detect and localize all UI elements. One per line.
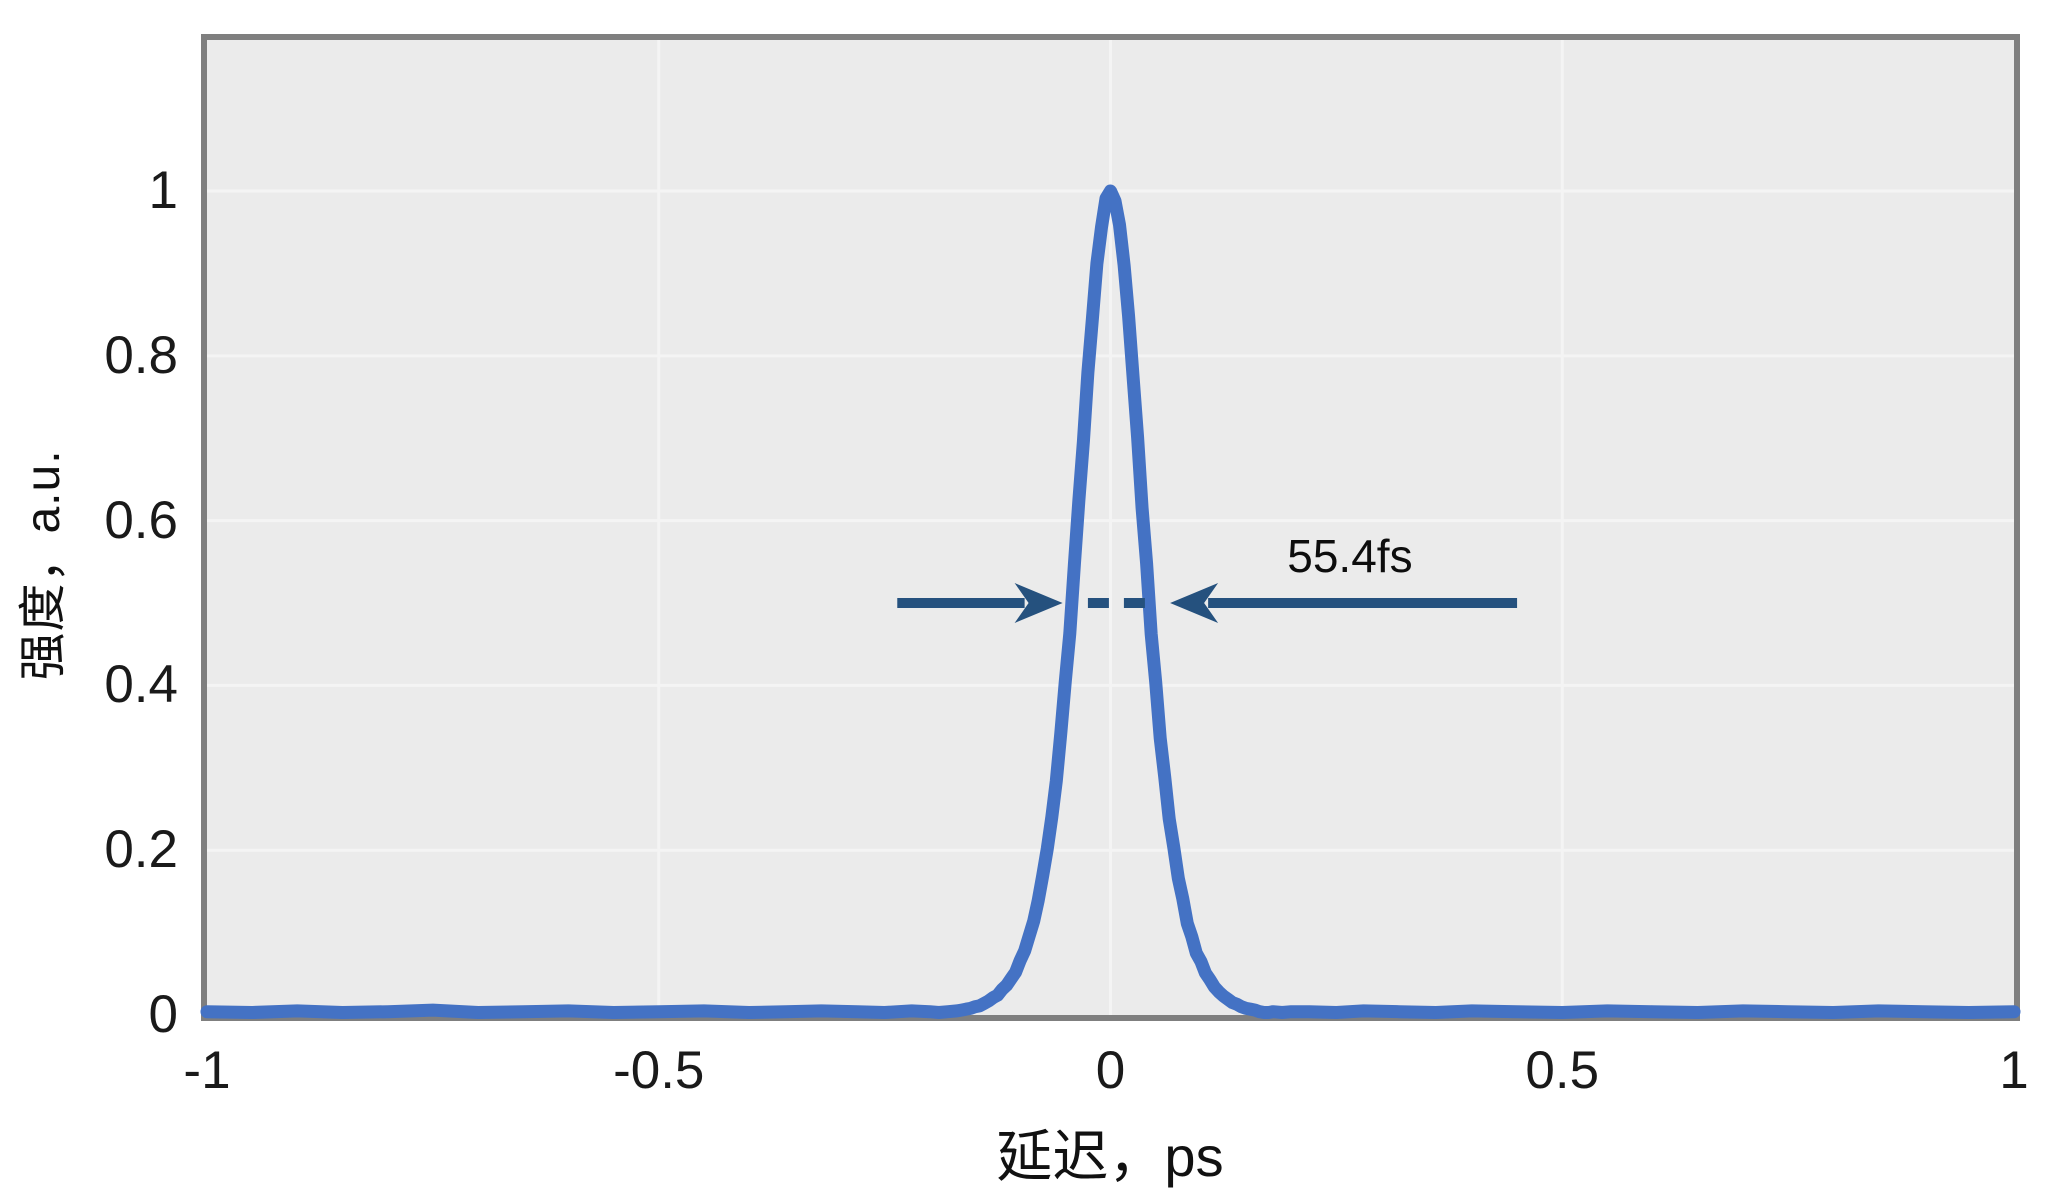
x-tick-label: 0 [1095,1041,1126,1100]
y-tick-label: 0.2 [104,820,178,880]
y-tick-label: 0 [148,985,178,1044]
y-axis-title: 强度，a.u. [17,449,70,681]
plot-canvas [200,40,2021,1019]
plot-area [200,34,2021,1021]
y-tick-label: 0.8 [104,325,178,385]
x-tick-label: 0.5 [1525,1041,1600,1100]
series-line [200,184,2021,1019]
x-tick-label: -0.5 [613,1041,705,1100]
x-tick-label: -1 [183,1041,231,1100]
x-axis-title: 延迟，ps [996,1125,1224,1188]
fwhm-left-arrow-head-icon [1014,583,1063,623]
fwhm-right-arrow-head-icon [1170,583,1219,623]
fwhm-annotation-label: 55.4fs [1287,530,1413,583]
y-tick-label: 1 [148,161,178,221]
x-tick-label: 1 [1999,1041,2029,1100]
y-tick-label: 0.4 [104,655,178,715]
y-tick-label: 0.6 [104,490,178,550]
